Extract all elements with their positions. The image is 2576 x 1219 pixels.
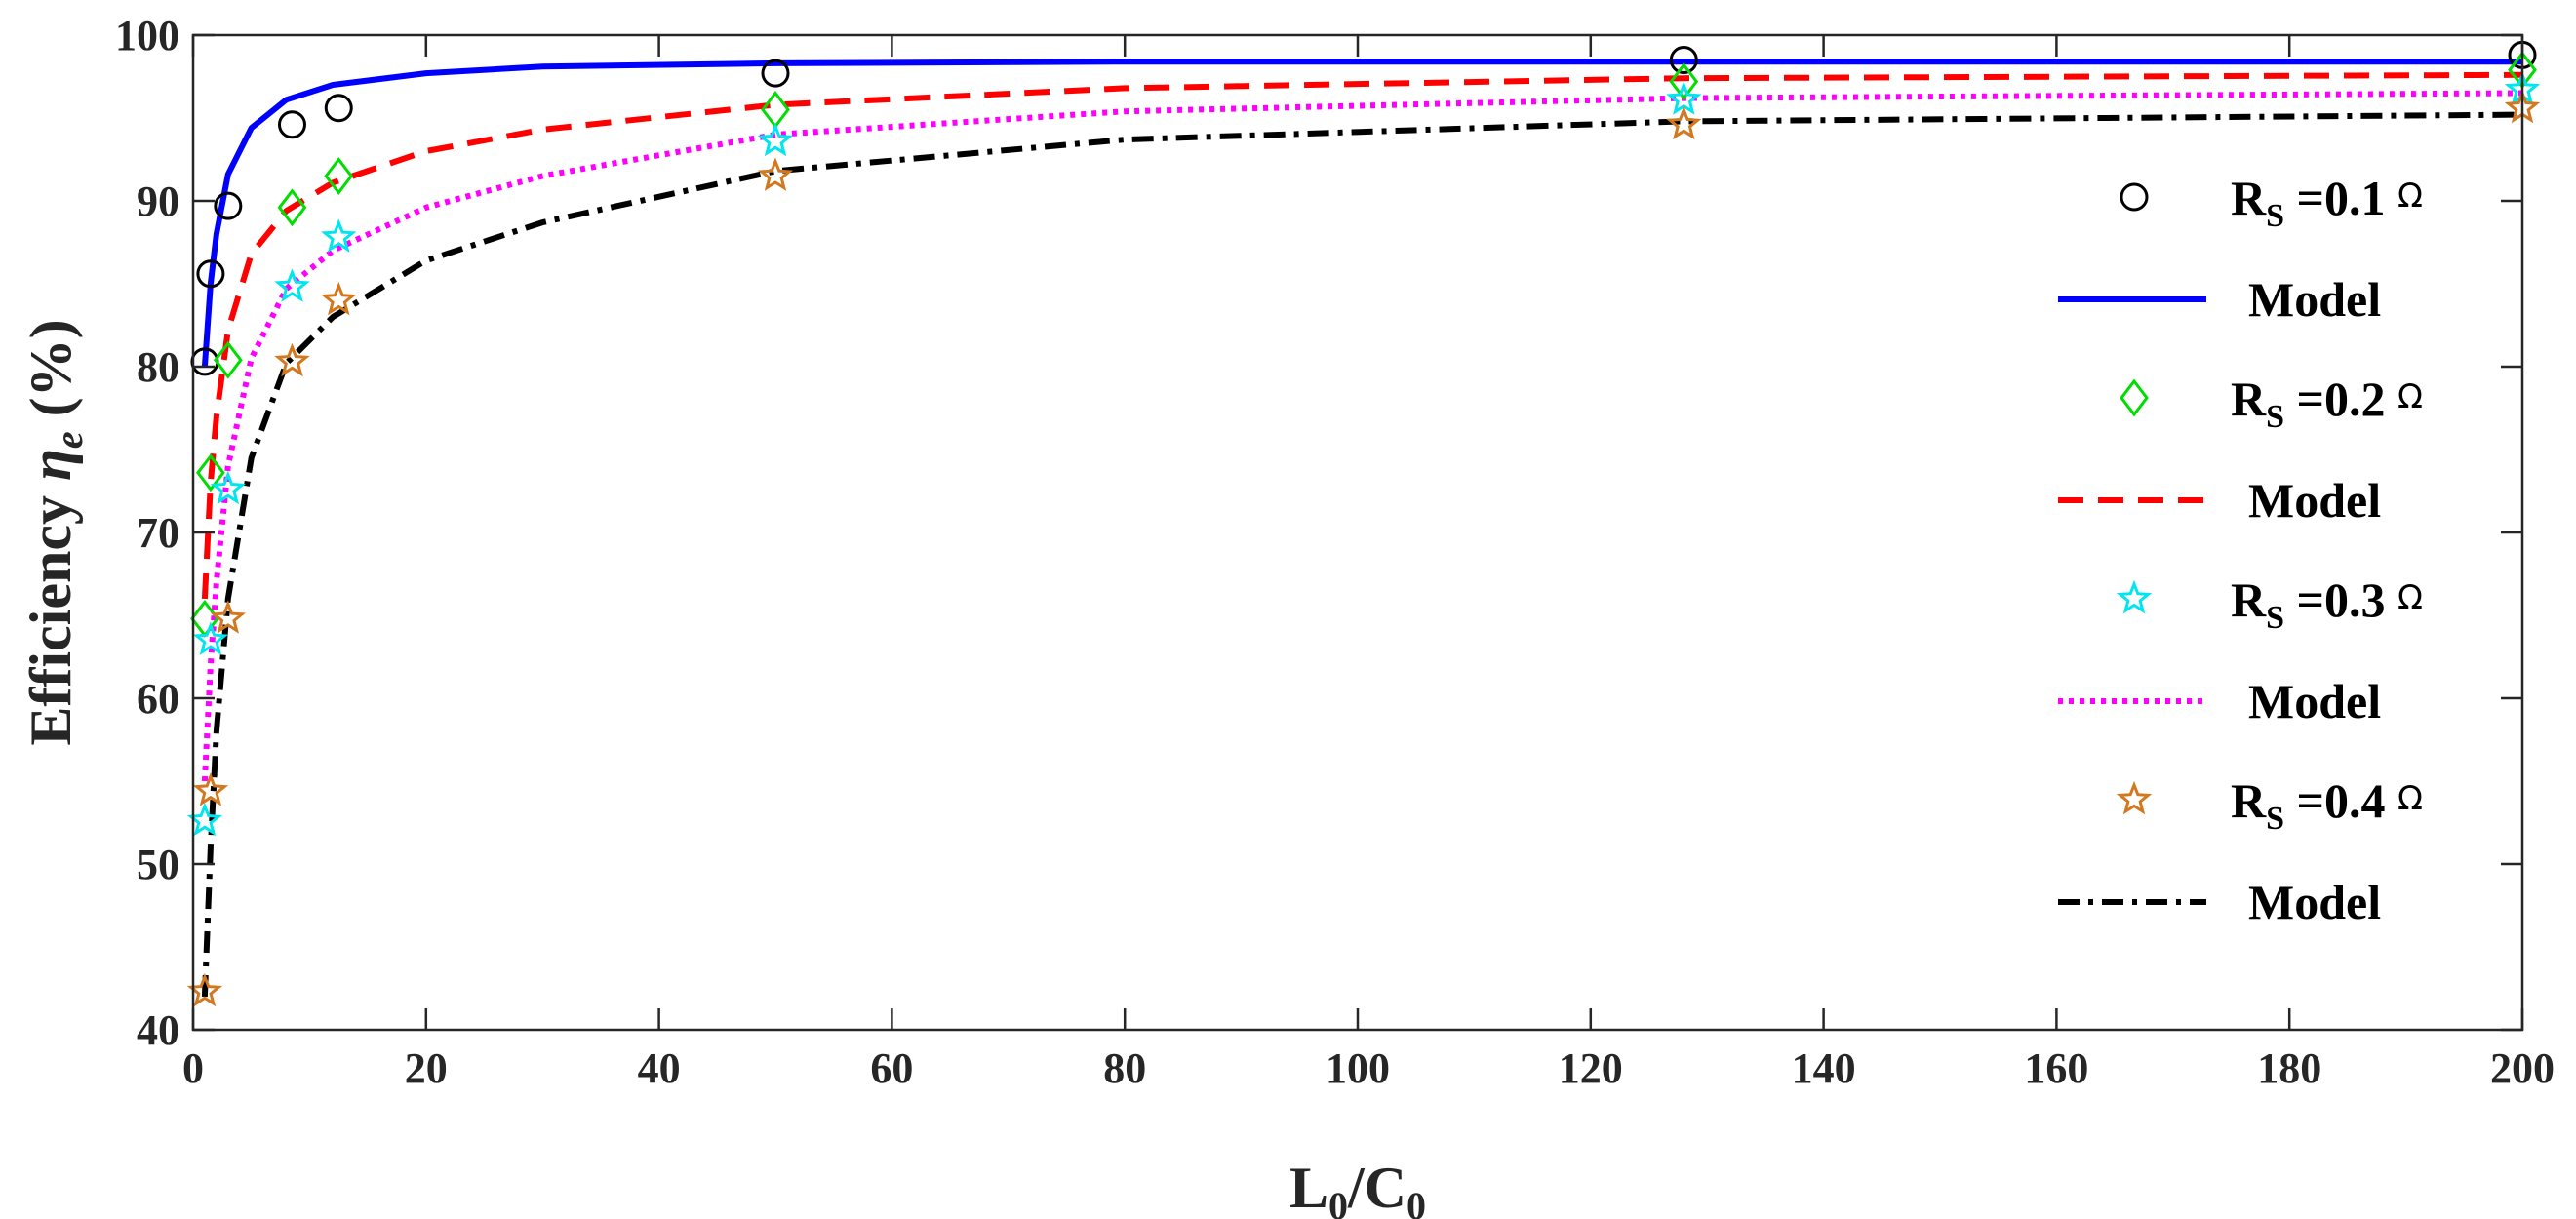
data-point-series-4: [1666, 105, 1702, 140]
data-point-series-2: [1669, 62, 1699, 101]
data-point-series-3: [757, 122, 794, 157]
data-point-series-4: [210, 600, 247, 634]
data-point-series-2: [213, 340, 243, 379]
legend-label-model-3: Model: [2248, 674, 2381, 728]
data-point-series-4: [757, 157, 794, 191]
y-tick-label: 40: [137, 1006, 179, 1054]
data-point-series-2: [324, 157, 354, 195]
y-tick-label: 90: [137, 177, 179, 225]
data-point-series-1: [277, 110, 306, 139]
x-axis: 0 20 40 60 80 100 120 140 160 180 200: [182, 35, 2555, 1092]
data-point-series-1: [761, 59, 790, 88]
data-point-series-3: [192, 621, 229, 655]
legend-label-model-1: Model: [2248, 272, 2381, 327]
model-line-series-4: [201, 111, 2522, 998]
x-axis-title: L0/C0: [1289, 1156, 1426, 1219]
x-tick-label: 120: [1559, 1044, 1623, 1092]
x-tick-label: 180: [2257, 1044, 2321, 1092]
x-tick-label: 200: [2490, 1044, 2555, 1092]
data-point-series-1: [214, 191, 243, 220]
model-line-series-3: [201, 90, 2522, 782]
legend-label-model-4: Model: [2248, 875, 2381, 929]
data-point-series-4: [274, 342, 310, 377]
data-point-series-4: [192, 772, 229, 806]
data-point-series-1: [324, 94, 353, 123]
model-line-series-1: [201, 59, 2522, 368]
y-tick-label: 70: [137, 509, 179, 557]
legend-label-measured-3: RS =0.3 Ω: [2231, 572, 2423, 636]
data-point-series-2: [196, 453, 225, 492]
x-tick-label: 140: [1792, 1044, 1856, 1092]
legend-marker-1: [2120, 182, 2149, 212]
legend-label-model-2: Model: [2248, 473, 2381, 528]
data-point-series-1: [1669, 46, 1698, 74]
plot-area: [193, 35, 2522, 1030]
legend-label-measured-2: RS =0.2 Ω: [2231, 372, 2423, 435]
y-axis: 40 50 60 70 80 90 100: [115, 12, 2522, 1054]
y-axis-title: Efficiency ηe (%): [19, 319, 91, 745]
data-point-series-4: [321, 281, 357, 316]
x-tick-label: 80: [1103, 1044, 1146, 1092]
data-point-series-3: [210, 470, 247, 505]
y-tick-label: 50: [137, 841, 179, 888]
x-tick-label: 0: [182, 1044, 204, 1092]
x-tick-label: 20: [405, 1044, 448, 1092]
legend: RS =0.1 Ω Model RS =0.2 Ω Model RS =0.3 Ω Mod…: [2058, 171, 2423, 929]
x-tick-label: 60: [870, 1044, 913, 1092]
x-tick-label: 100: [1326, 1044, 1390, 1092]
legend-marker-2: [2120, 378, 2149, 417]
data-point-series-3: [321, 218, 357, 253]
legend-marker-3: [2116, 579, 2153, 614]
legend-label-measured-1: RS =0.1 Ω: [2231, 171, 2423, 234]
x-tick-label: 160: [2024, 1044, 2088, 1092]
y-tick-label: 100: [115, 12, 179, 59]
legend-label-measured-4: RS =0.4 Ω: [2231, 773, 2423, 837]
data-point-series-3: [274, 268, 310, 302]
y-tick-label: 60: [137, 675, 179, 723]
data-point-series-1: [196, 259, 225, 289]
legend-marker-4: [2116, 780, 2153, 815]
y-tick-label: 80: [137, 343, 179, 391]
data-point-series-2: [277, 188, 307, 227]
x-tick-label: 40: [638, 1044, 681, 1092]
